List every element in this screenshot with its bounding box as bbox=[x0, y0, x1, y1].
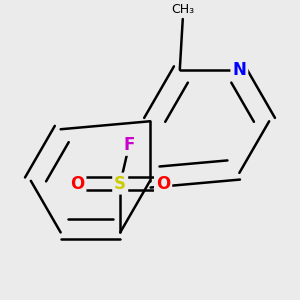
Text: N: N bbox=[232, 61, 246, 79]
Text: S: S bbox=[114, 175, 126, 193]
Text: CH₃: CH₃ bbox=[171, 3, 194, 16]
Text: O: O bbox=[70, 175, 84, 193]
Text: F: F bbox=[124, 136, 135, 154]
Text: O: O bbox=[156, 175, 170, 193]
